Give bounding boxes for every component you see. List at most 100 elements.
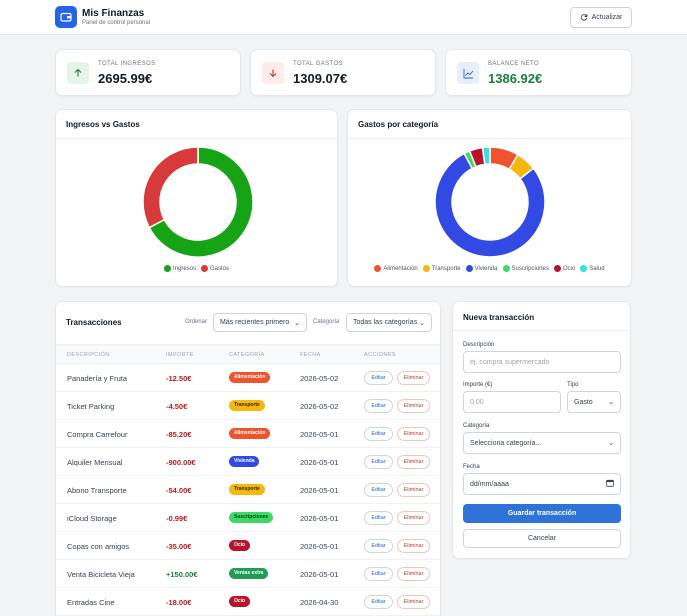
- delete-button[interactable]: Eliminar: [397, 539, 430, 553]
- category-filter-value: Todas las categorías: [353, 319, 418, 326]
- row-amount: -35.00€: [166, 542, 192, 551]
- legend-swatch: [163, 265, 171, 272]
- category-select-placeholder: Selecciona categoría...: [470, 439, 542, 447]
- table-row: Venta Bicicleta Vieja +150.00€ Ventas extr…: [56, 560, 440, 588]
- app-subtitle: Panel de control personal: [82, 20, 151, 26]
- kpi-net-balance: BALANCE NETO 1386.92€: [445, 49, 632, 96]
- legend-label: Alimentación: [383, 265, 418, 272]
- amount-placeholder: 0.00: [470, 398, 484, 406]
- delete-button[interactable]: Eliminar: [397, 595, 430, 609]
- table-row: Ticket Parking -4.50€ Transporte 2026-05-02…: [56, 392, 440, 420]
- category-donut-chart: [434, 146, 546, 258]
- table-header: DESCRIPCIÓN IMPORTE CATEGORÍA FECHA ACCI…: [56, 344, 440, 364]
- category-filter-select[interactable]: Todas las categorías ⌄: [346, 313, 432, 332]
- legend-item[interactable]: Suscripciones: [502, 265, 549, 272]
- category-badge: Alimentación: [229, 372, 271, 383]
- order-select[interactable]: Más recientes primero ⌄: [213, 313, 307, 332]
- delete-button[interactable]: Eliminar: [397, 371, 430, 385]
- amount-input[interactable]: 0.00: [463, 391, 561, 413]
- column-header: ACCIONES: [364, 352, 396, 358]
- row-date: 2026-05-01: [300, 570, 339, 579]
- legend-item[interactable]: Ingresos: [163, 265, 196, 272]
- delete-button[interactable]: Eliminar: [397, 455, 430, 469]
- legend-item[interactable]: Vivienda: [465, 265, 498, 272]
- save-transaction-button[interactable]: Guardar transacción: [463, 504, 621, 523]
- legend-item[interactable]: Salud: [580, 265, 605, 272]
- edit-button[interactable]: Editar: [364, 539, 393, 553]
- category-badge: Ventas extra: [229, 568, 269, 579]
- row-description: Alquiler Mensual: [67, 458, 123, 467]
- table-row: Entradas Cine -18.00€ Ocio 2026-04-30 Editar…: [56, 588, 440, 616]
- edit-button[interactable]: Editar: [364, 595, 393, 609]
- table-row: iCloud Storage -0.99€ Suscripciones 2026-05…: [56, 504, 440, 532]
- refresh-label: Actualizar: [591, 14, 623, 21]
- edit-button[interactable]: Editar: [364, 371, 393, 385]
- divider: [453, 330, 630, 331]
- edit-button[interactable]: Editar: [364, 399, 393, 413]
- description-input[interactable]: ej. compra supermercado: [463, 351, 621, 373]
- row-amount: -12.50€: [166, 374, 192, 383]
- table-row: Copas con amigos -35.00€ Ocio 2026-05-01 Edi…: [56, 532, 440, 560]
- table-row: Compra Carrefour -85.20€ Alimentación 2026-…: [56, 420, 440, 448]
- edit-button[interactable]: Editar: [364, 427, 393, 441]
- kpi-label: TOTAL GASTOS: [293, 61, 343, 67]
- category-badge: Ocio: [229, 596, 251, 607]
- column-header: DESCRIPCIÓN: [67, 352, 110, 358]
- divider: [56, 138, 337, 139]
- legend-item[interactable]: Ocio: [553, 265, 575, 272]
- edit-button[interactable]: Editar: [364, 483, 393, 497]
- donut-slice-salud[interactable]: [481, 146, 491, 166]
- type-select[interactable]: Gasto ⌄: [567, 391, 621, 413]
- legend-item[interactable]: Alimentación: [374, 265, 418, 272]
- cancel-button[interactable]: Cancelar: [463, 529, 621, 548]
- delete-button[interactable]: Eliminar: [397, 399, 430, 413]
- legend-label: Gastos: [210, 265, 230, 272]
- row-description: iCloud Storage: [67, 514, 117, 523]
- donut-slice-ingresos[interactable]: [148, 146, 254, 258]
- edit-button[interactable]: Editar: [364, 567, 393, 581]
- legend-item[interactable]: Gastos: [201, 265, 229, 272]
- delete-button[interactable]: Eliminar: [397, 427, 430, 441]
- delete-button[interactable]: Eliminar: [397, 511, 430, 525]
- delete-button[interactable]: Eliminar: [397, 567, 430, 581]
- calendar-icon[interactable]: [606, 479, 614, 489]
- category-select[interactable]: Selecciona categoría... ⌄: [463, 432, 621, 454]
- row-date: 2026-05-01: [300, 430, 339, 439]
- row-description: Ticket Parking: [67, 402, 115, 411]
- row-description: Venta Bicicleta Vieja: [67, 570, 135, 579]
- row-date: 2026-05-01: [300, 458, 339, 467]
- category-filter-label: Categoría: [313, 319, 340, 325]
- refresh-button[interactable]: Actualizar: [570, 7, 632, 28]
- kpi-total-expenses: TOTAL GASTOS 1309.07€: [250, 49, 436, 96]
- arrow-up-icon: [67, 62, 89, 84]
- row-date: 2026-04-30: [300, 598, 339, 607]
- donut-slice-vivienda[interactable]: [434, 152, 546, 258]
- row-description: Entradas Cine: [67, 598, 115, 607]
- order-select-value: Más recientes primero: [220, 319, 290, 326]
- kpi-value: 2695.99€: [98, 71, 153, 86]
- legend-item[interactable]: Transporte: [422, 265, 461, 272]
- new-transaction-card: Nueva transacción Descripción ej. compra…: [452, 301, 631, 559]
- column-header: FECHA: [300, 352, 321, 358]
- row-description: Compra Carrefour: [67, 430, 128, 439]
- form-title: Nueva transacción: [463, 313, 535, 322]
- arrow-down-icon: [262, 62, 284, 84]
- chart-line-icon: [457, 62, 479, 84]
- category-badge: Transporte: [229, 484, 265, 495]
- kpi-total-income: TOTAL INGRESOS 2695.99€: [55, 49, 241, 96]
- delete-button[interactable]: Eliminar: [397, 483, 430, 497]
- income-expense-donut-chart: [142, 146, 254, 258]
- app-title: Mis Finanzas: [82, 8, 145, 19]
- table-row: Panadería y Fruta -12.50€ Alimentación 2026…: [56, 364, 440, 392]
- kpi-value: 1309.07€: [293, 71, 348, 86]
- row-amount: -85.20€: [166, 430, 192, 439]
- edit-button[interactable]: Editar: [364, 511, 393, 525]
- row-date: 2026-05-02: [300, 374, 339, 383]
- legend-label: Salud: [589, 265, 605, 272]
- donut-slice-gastos[interactable]: [142, 146, 199, 229]
- edit-button[interactable]: Editar: [364, 455, 393, 469]
- date-input[interactable]: dd/mm/aaaa: [463, 473, 621, 495]
- table-row: Abono Transporte -54.00€ Transporte 2026-05…: [56, 476, 440, 504]
- order-label: Ordenar: [185, 319, 208, 325]
- table-row: Alquiler Mensual -900.00€ Vivienda 2026-05-…: [56, 448, 440, 476]
